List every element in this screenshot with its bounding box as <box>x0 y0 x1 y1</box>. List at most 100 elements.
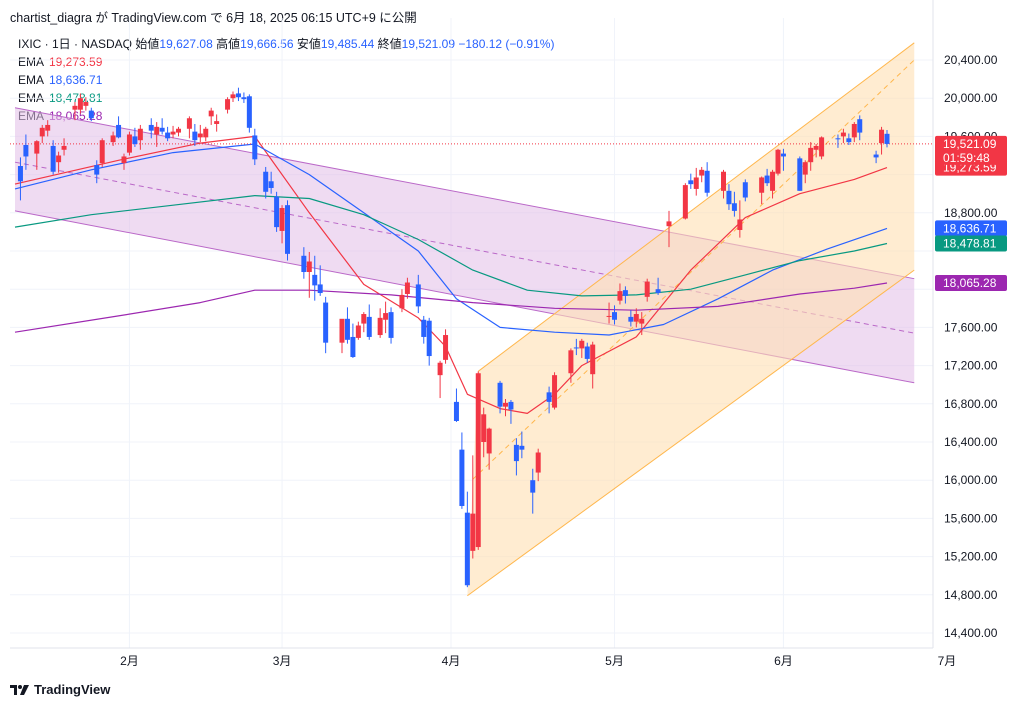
x-tick-label: 2月 <box>120 654 139 668</box>
candle <box>655 277 661 295</box>
ema-green-line <box>14 195 888 297</box>
candle-body <box>808 147 814 163</box>
candle <box>355 321 361 340</box>
candle <box>17 157 23 201</box>
candle <box>317 265 323 296</box>
candle <box>176 126 181 137</box>
candle <box>279 205 285 244</box>
candle <box>399 289 405 313</box>
candle <box>225 97 231 114</box>
candle <box>780 148 786 171</box>
candle <box>421 315 427 344</box>
y-tick-label: 16,800.00 <box>944 397 998 411</box>
candle <box>154 122 160 147</box>
ema3-price-tag: 18,478.81 <box>943 236 997 250</box>
candle-body <box>88 110 94 119</box>
candle-body <box>617 291 623 301</box>
candle <box>312 255 318 301</box>
candle-body <box>873 154 879 158</box>
close-value: 19,521.09 <box>401 37 456 51</box>
candle-body <box>639 318 645 324</box>
ema-legend-1[interactable]: EMA 19,273.59 <box>18 53 554 71</box>
candle <box>737 200 743 238</box>
candle-body <box>50 145 56 172</box>
candle-body <box>116 124 122 138</box>
ema2-price-tag-bg <box>935 220 1007 237</box>
candle-body <box>535 452 541 473</box>
candle-body <box>857 119 863 133</box>
candle <box>726 184 732 210</box>
candle-body <box>366 316 372 337</box>
candle <box>775 148 781 176</box>
ema2-price-tag: 18,636.71 <box>943 221 997 235</box>
ema-blue-line <box>14 143 888 336</box>
candle-body <box>72 105 78 110</box>
last-price-tag-countdown: 01:59:48 <box>943 151 990 165</box>
candle-body <box>23 144 29 157</box>
ema-legend-2[interactable]: EMA 18,636.71 <box>18 71 554 89</box>
candle <box>56 151 62 173</box>
candle <box>443 329 449 364</box>
candle-body <box>377 317 383 336</box>
candle-body <box>45 124 51 131</box>
candle-body <box>742 182 748 198</box>
ema4-price-tag-bg <box>935 274 1007 291</box>
candle-body <box>508 401 514 410</box>
candle <box>126 131 132 156</box>
candle-body <box>323 302 329 343</box>
x-tick-label: 4月 <box>442 654 461 668</box>
symbol-label[interactable]: IXIC · 1日 · NASDAQ <box>18 37 133 51</box>
last-price-tag: 19,521.09 <box>943 137 997 151</box>
candle <box>235 87 241 102</box>
candle-body <box>165 132 171 139</box>
candle <box>688 173 694 189</box>
candle <box>633 308 639 328</box>
y-tick-label: 20,400.00 <box>944 53 998 67</box>
candle <box>426 317 432 366</box>
candle <box>813 144 819 158</box>
candle <box>519 431 525 459</box>
last-price-tag-bg <box>935 135 1007 165</box>
candle-body <box>312 274 318 286</box>
candle-body <box>443 335 449 360</box>
candle <box>415 274 421 314</box>
candle <box>39 124 45 144</box>
candle-body <box>203 128 209 138</box>
y-tick-label: 15,600.00 <box>944 511 998 525</box>
candle-body <box>34 141 40 154</box>
candle-body <box>612 312 617 320</box>
y-tick-label: 16,000.00 <box>944 473 998 487</box>
candle-body <box>644 281 650 297</box>
candle <box>453 388 459 422</box>
candle-body <box>415 284 421 307</box>
x-tick-label: 5月 <box>605 654 624 668</box>
candle-body <box>83 102 89 106</box>
candle-body <box>568 350 574 374</box>
candle-body <box>437 362 443 376</box>
candle <box>34 140 40 170</box>
candle <box>481 407 487 458</box>
candle-body <box>453 401 459 421</box>
candle-body <box>780 153 786 157</box>
candle <box>721 169 726 199</box>
candle-body <box>263 171 269 192</box>
candle-body <box>486 428 492 454</box>
candle-body <box>573 347 579 349</box>
candle-body <box>388 312 394 338</box>
candle-body <box>61 145 67 150</box>
candle <box>508 399 514 424</box>
candle <box>45 120 51 137</box>
candle <box>148 118 154 139</box>
y-tick-label: 16,400.00 <box>944 435 998 449</box>
candle <box>693 167 699 196</box>
candle-body <box>655 289 661 294</box>
candle-body <box>459 449 465 506</box>
candle <box>552 372 558 410</box>
candle <box>230 91 236 103</box>
candle <box>819 136 825 160</box>
up-channel <box>467 42 915 597</box>
candle-body <box>530 480 536 493</box>
candle <box>252 128 258 166</box>
candle <box>879 126 885 155</box>
